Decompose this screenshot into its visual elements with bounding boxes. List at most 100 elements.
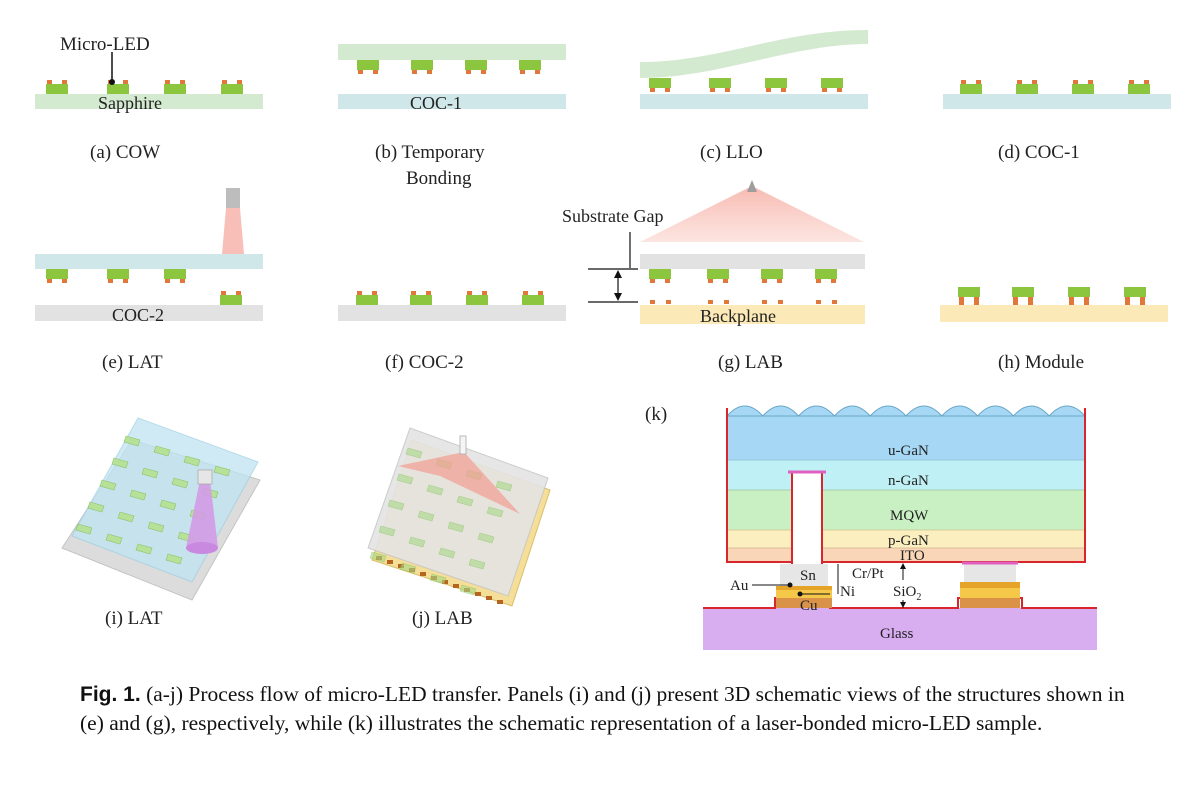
mesa-trench [792,472,822,564]
micro-led-chip-3d [369,551,387,563]
micro-led-chip [649,269,671,279]
coc2-substrate-f [338,305,566,321]
micro-led-chip [1068,287,1090,297]
chip-pad [520,70,525,74]
micro-led-chip-3d [147,521,165,533]
micro-led-chip [821,78,843,88]
backplane-substrate [640,305,865,324]
micro-led-chip [357,60,379,70]
micro-led-chip [465,60,487,70]
backplane-pad [724,300,729,304]
coc1-substrate [338,94,566,109]
micro-led-chip-3d [153,445,171,457]
panel-k: (k) u-GaN n-GaN M [645,404,1097,650]
chip-pad [165,279,170,283]
micro-led-chip-3d [468,558,486,570]
micro-led-chip [519,60,541,70]
coc1-carrier-e [35,254,263,269]
chip-pad [538,291,543,295]
micro-led-chip-3d [75,523,93,535]
micro-led-chip [164,84,186,94]
chip-pad [373,70,378,74]
chip-row-inverted [649,269,837,283]
micro-led-chip [761,269,783,279]
micro-led-chip-3d [159,499,177,511]
coc2-substrate [35,305,263,321]
micro-led-chip-3d [387,499,405,511]
chip-pad [766,88,771,92]
micro-led-chip [356,295,378,305]
substrate-gap-label: Substrate Gap [562,206,663,226]
panel-g: Backplane Substrate Gap (g) LAB [562,180,865,373]
caption-a: (a) COW [90,142,160,163]
micro-led-chip-3d [123,435,141,447]
micro-led-chip-3d [405,447,423,459]
caption-h: (h) Module [998,352,1084,373]
micro-led-chip [709,78,731,88]
caption-g: (g) LAB [718,352,783,373]
caption-f: (f) COC-2 [385,352,464,373]
bonded-chip-row [958,287,1146,305]
label-ngan: n-GaN [888,473,929,489]
micro-led-label: Micro-LED [60,34,150,55]
lifted-sapphire [640,30,868,78]
chip-pad [708,279,713,283]
chip-pad [62,279,67,283]
chip-pad [426,291,431,295]
micro-led-chip [46,269,68,279]
micro-led-chip-3d [141,467,159,479]
contact-cu-left [776,598,832,608]
micro-led-chip [466,295,488,305]
backplane-pads [650,300,837,304]
chip-pad [665,279,670,283]
chip-pad [777,279,782,283]
caption-d: (d) COC-1 [998,142,1080,163]
laser-beam-3d [398,452,520,514]
coc1-label: COC-1 [410,93,462,113]
chip-pad [816,279,821,283]
chip-pad [961,80,966,84]
chip-pad [237,80,242,84]
micro-led-chip-3d [213,465,231,477]
chip-pad [650,279,655,283]
label-au: Au [730,578,749,594]
chip-pad [1073,80,1078,84]
backplane-pad [650,300,655,304]
chip-pad [665,88,670,92]
label-glass: Glass [880,626,913,642]
chip-row [960,80,1150,94]
chip-pad [1140,297,1145,305]
backplane-pad [666,300,671,304]
chip-pad [47,80,52,84]
pad-3d [497,600,503,604]
micro-led-chip-3d [378,525,396,537]
chip-pad [427,70,432,74]
micro-led-chip [107,84,129,94]
pad-3d [442,580,448,584]
micro-led-chip-3d [396,473,414,485]
backplane-label: Backplane [700,306,776,326]
backplane-pad [816,300,821,304]
panel-j: (j) LAB [367,427,551,629]
caption-e: (e) LAT [102,352,163,373]
micro-led-chip-3d [477,532,495,544]
chip-grid-3d [75,435,231,565]
caption-b-line2: Bonding [406,168,472,189]
panel-f: (f) COC-2 [338,291,566,373]
micro-led-chip-3d [399,562,417,574]
backplane-pad [778,300,783,304]
laser-head-3d [197,469,213,485]
micro-led-chip-3d [117,511,135,523]
panel-b: COC-1 (b) Temporary Bonding [338,44,566,189]
chip-pad [535,70,540,74]
backplane-substrate-h [940,305,1168,322]
sapphire-label: Sapphire [98,93,162,113]
chip-row-inverted [357,60,541,74]
micro-led-chip-3d [135,543,153,555]
pad-3d [486,596,492,600]
caption-b-line1: (b) Temporary [375,142,485,163]
chip-pad [412,70,417,74]
figure-number: Fig. 1. [80,683,141,706]
micro-led-chip [164,269,186,279]
pad-3d [387,560,393,564]
